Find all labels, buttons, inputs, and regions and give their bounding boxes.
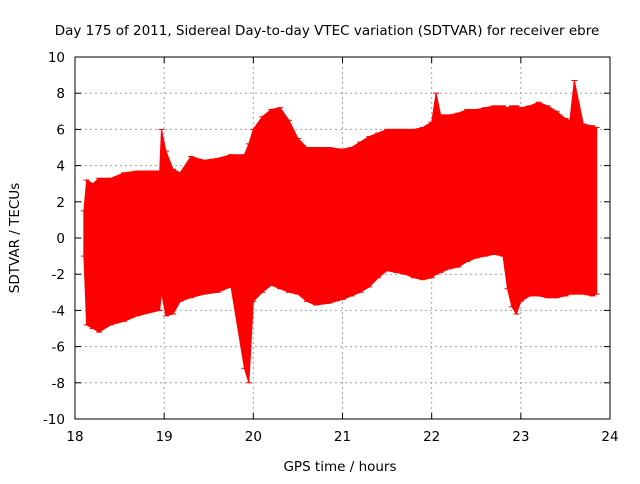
- y-tick-label: -4: [52, 303, 65, 319]
- y-tick-label: 4: [56, 159, 65, 175]
- y-tick-label: 8: [56, 86, 65, 102]
- chart-title: Day 175 of 2011, Sidereal Day-to-day VTE…: [55, 23, 600, 39]
- x-tick-label: 19: [156, 429, 173, 445]
- data-layer: [80, 80, 600, 384]
- y-tick-label: 0: [56, 231, 65, 247]
- y-tick-label: -6: [52, 340, 65, 356]
- y-axis-label: SDTVAR / TECUs: [7, 183, 23, 293]
- axes: [74, 56, 611, 420]
- x-tick-label: 22: [423, 429, 440, 445]
- x-axis-label: GPS time / hours: [283, 459, 396, 475]
- y-tick-label: -8: [52, 376, 65, 392]
- x-tick-label: 18: [66, 429, 83, 445]
- y-tick-label: 10: [48, 50, 65, 66]
- x-tick-label: 23: [512, 429, 529, 445]
- x-tick-label: 20: [245, 429, 262, 445]
- x-tick-label: 24: [601, 429, 618, 445]
- y-tick-label: 6: [56, 122, 65, 138]
- x-tick-label: 21: [334, 429, 351, 445]
- sdtvar-band: [83, 80, 598, 383]
- y-tick-label: -2: [52, 267, 65, 283]
- y-tick-label: 2: [56, 195, 65, 211]
- y-tick-label: -10: [43, 412, 65, 428]
